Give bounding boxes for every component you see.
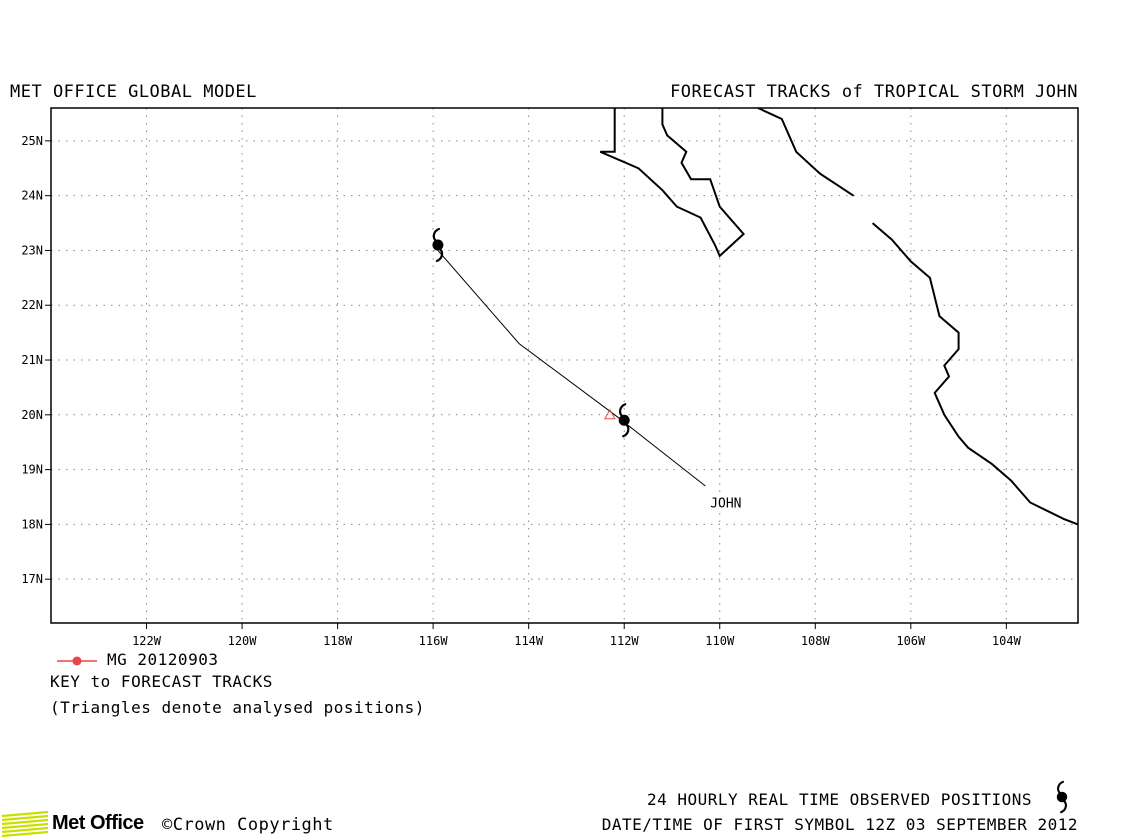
first-symbol-datetime: DATE/TIME OF FIRST SYMBOL 12Z 03 SEPTEMB… <box>601 815 1078 834</box>
tick-label-lon: 118W <box>323 634 353 648</box>
tick-label-lat: 21N <box>21 353 43 367</box>
map-grid <box>51 108 1078 623</box>
tick-label-lat: 17N <box>21 572 43 586</box>
tick-label-lat: 25N <box>21 134 43 148</box>
tick-label-lon: 122W <box>132 634 162 648</box>
tick-label-lon: 120W <box>228 634 258 648</box>
tick-label-lon: 104W <box>992 634 1022 648</box>
coastline <box>871 222 1079 526</box>
tick-label-lon: 106W <box>896 634 926 648</box>
legend-dot <box>72 656 82 666</box>
tick-label-lat: 20N <box>21 408 43 422</box>
logo-stripe <box>1 810 49 818</box>
met-office-logo-icon <box>1 810 49 838</box>
storm-symbol-arm-bottom <box>622 423 630 438</box>
tick-label-lon: 114W <box>514 634 544 648</box>
tick-label-lon: 110W <box>705 634 735 648</box>
storm-symbol-core <box>1056 791 1068 803</box>
logo-stripe <box>1 818 49 826</box>
legend-marker <box>57 656 97 666</box>
tropical-storm-symbol <box>432 227 444 263</box>
tick-label-lat: 23N <box>21 243 43 257</box>
model-title: MET OFFICE GLOBAL MODEL <box>10 82 257 102</box>
tick-label-lat: 18N <box>21 517 43 531</box>
forecast-track-line <box>437 250 706 487</box>
storm-tracks: JOHN <box>437 250 742 511</box>
logo-stripe <box>1 830 49 838</box>
tick-label-lat: 22N <box>21 298 43 312</box>
observed-storm-symbol <box>1056 780 1068 814</box>
coastline <box>599 108 745 258</box>
storm-symbol-core <box>618 414 630 426</box>
observed-positions-note: 24 HOURLY REAL TIME OBSERVED POSITIONS <box>646 790 1032 809</box>
map-frame <box>50 107 1079 624</box>
storm-symbol-arm-top <box>432 227 441 243</box>
coastline <box>757 107 855 197</box>
tropical-storm-symbol <box>618 403 630 438</box>
storm-symbol-core <box>432 239 444 251</box>
tick-label-lon: 108W <box>801 634 831 648</box>
logo-text: Met Office <box>52 812 144 834</box>
storm-symbol-arm-top <box>1057 780 1064 795</box>
coastlines <box>599 107 1079 526</box>
legend-entry-label: MG 20120903 <box>107 650 219 669</box>
copyright-notice: ©Crown Copyright <box>162 815 334 835</box>
analysed-position-triangle <box>604 408 616 420</box>
logo-stripe <box>1 814 49 822</box>
storm-symbol-arm-bottom <box>435 247 444 263</box>
legend-title: KEY to FORECAST TRACKS <box>50 672 273 691</box>
tick-label-lon: 116W <box>419 634 449 648</box>
forecast-title: FORECAST TRACKS of TROPICAL STORM JOHN <box>670 82 1078 102</box>
footer-storm-symbol <box>1056 780 1068 814</box>
track-label: JOHN <box>710 496 741 511</box>
logo-stripe <box>1 822 49 830</box>
storm-symbols <box>432 227 630 438</box>
legend-note: (Triangles denote analysed positions) <box>50 698 425 717</box>
logo-stripe <box>1 826 49 834</box>
tick-label-lat: 19N <box>21 463 43 477</box>
storm-symbol-arm-bottom <box>1060 799 1067 814</box>
tick-label-lat: 24N <box>21 189 43 203</box>
axis-ticks: 122W 120W 118W 116W 114W 112W 110W 108W 106W 104W… <box>21 134 1021 648</box>
tick-label-lon: 112W <box>610 634 640 648</box>
storm-symbol-arm-top <box>618 403 627 418</box>
